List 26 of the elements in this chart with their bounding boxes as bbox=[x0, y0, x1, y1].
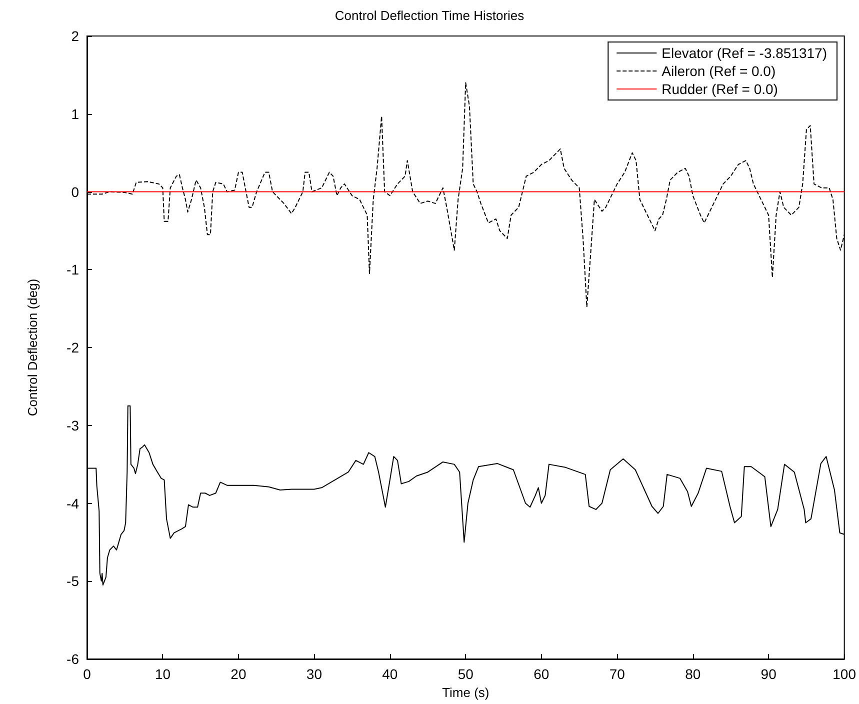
x-tick-label: 80 bbox=[685, 666, 701, 682]
chart-title: Control Deflection Time Histories bbox=[334, 8, 525, 23]
y-tick-label: 2 bbox=[71, 28, 80, 44]
y-tick-label: -4 bbox=[66, 495, 80, 512]
legend-label: Aileron (Ref = 0.0) bbox=[662, 63, 776, 79]
y-tick-label: -2 bbox=[66, 340, 80, 356]
y-tick-label: 1 bbox=[71, 106, 80, 122]
y-tick-label: -6 bbox=[66, 651, 80, 667]
x-tick-label: 20 bbox=[230, 666, 246, 682]
x-tick-label: 40 bbox=[382, 666, 398, 682]
x-tick-label: 30 bbox=[306, 666, 322, 682]
x-axis-title: Time (s) bbox=[442, 684, 490, 700]
y-tick-label: -3 bbox=[66, 417, 80, 434]
x-tick-label: 70 bbox=[609, 666, 626, 682]
x-tick-label: 60 bbox=[534, 666, 550, 682]
legend-label: Rudder (Ref = 0.0) bbox=[662, 81, 778, 97]
y-tick-label: -1 bbox=[66, 262, 80, 278]
x-tick-label: 10 bbox=[154, 666, 171, 682]
x-tick-label: 90 bbox=[760, 666, 777, 682]
legend-label: Elevator (Ref = -3.851317) bbox=[662, 45, 828, 61]
x-tick-label: 50 bbox=[458, 666, 474, 682]
y-axis-title: Control Deflection (deg) bbox=[25, 278, 40, 416]
x-tick-label: 100 bbox=[832, 666, 856, 682]
x-tick-label: 0 bbox=[83, 666, 92, 682]
y-tick-label: -5 bbox=[66, 573, 80, 590]
y-tick-label: 0 bbox=[71, 184, 80, 200]
